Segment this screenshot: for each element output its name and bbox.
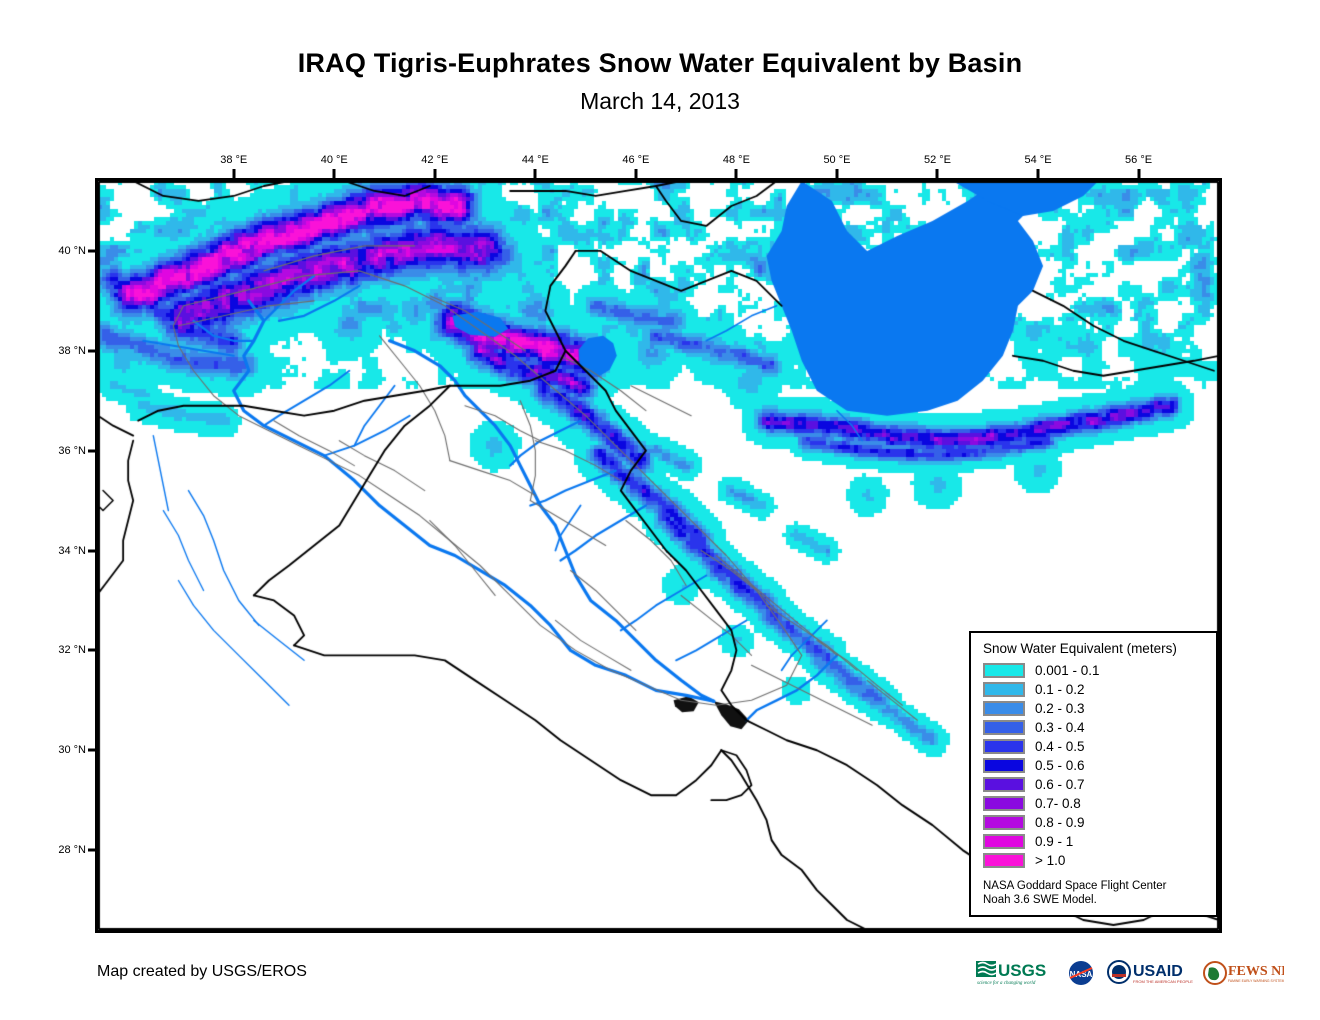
lon-tick-54 [1036,169,1040,178]
page-subtitle: March 14, 2013 [580,88,740,114]
legend-row: 0.1 - 0.2 [983,680,1206,699]
legend-row: 0.9 - 1 [983,832,1206,851]
lon-label-42: 42 °E [421,154,449,166]
lat-label-28: 28 °N [58,844,86,857]
lon-tick-40 [332,169,336,178]
legend-label: 0.6 - 0.7 [1035,777,1085,792]
svg-text:USAID: USAID [1133,963,1183,980]
legend-row: 0.5 - 0.6 [983,756,1206,775]
legend-panel: Snow Water Equivalent (meters) 0.001 - 0… [969,631,1218,918]
usaid-logo[interactable]: USAID FROM THE AMERICAN PEOPLE [1105,958,1193,988]
legend-label: 0.3 - 0.4 [1035,720,1085,735]
legend-swatch [983,815,1025,830]
lon-tick-52 [935,169,939,178]
svg-text:FROM THE AMERICAN PEOPLE: FROM THE AMERICAN PEOPLE [1133,979,1193,984]
lat-label-30: 30 °N [58,744,86,757]
lon-tick-46 [634,169,638,178]
lat-tick-38 [88,349,97,353]
legend-note-line-1: NASA Goddard Space Flight Center [983,880,1167,892]
nasa-logo[interactable]: NASA [1066,958,1096,988]
lon-label-46: 46 °E [622,154,650,166]
legend-swatch [983,739,1025,754]
legend-row: 0.6 - 0.7 [983,775,1206,794]
legend-row: 0.8 - 0.9 [983,813,1206,832]
legend-swatch [983,853,1025,868]
legend-swatch [983,720,1025,735]
legend-row: 0.4 - 0.5 [983,737,1206,756]
svg-text:USGS: USGS [998,961,1046,980]
lon-tick-56 [1137,169,1141,178]
lat-tick-30 [88,748,97,752]
lat-tick-32 [88,648,97,652]
lon-label-48: 48 °E [722,154,750,166]
lat-label-36: 36 °N [58,444,86,457]
lon-label-38: 38 °E [220,154,248,166]
legend-swatch [983,834,1025,849]
lon-tick-44 [533,169,537,178]
legend-title: Snow Water Equivalent (meters) [983,641,1177,656]
svg-text:FAMINE EARLY WARNING SYSTEMS N: FAMINE EARLY WARNING SYSTEMS NETWORK [1228,979,1284,983]
lon-label-54: 54 °E [1024,154,1052,166]
legend-row: 0.001 - 0.1 [983,661,1206,680]
lat-tick-34 [88,549,97,552]
legend-label: 0.9 - 1 [1035,834,1074,849]
lon-tick-50 [835,169,839,178]
lon-label-40: 40 °E [320,154,348,166]
lon-tick-48 [734,169,738,178]
nasa-logo-mark: NASA [1069,961,1093,985]
legend-source-note: NASA Goddard Space Flight Center Noah 3.… [983,879,1206,907]
legend-label: 0.5 - 0.6 [1035,758,1085,773]
legend-label: 0.001 - 0.1 [1035,663,1100,678]
legend-swatch [983,701,1025,716]
fewsnet-logo-mark: FEWS NETFAMINE EARLY WARNING SYSTEMS NET… [1203,961,1284,985]
fewsnet-logo[interactable]: FEWS NETFAMINE EARLY WARNING SYSTEMS NET… [1202,958,1284,988]
lon-label-44: 44 °E [521,154,549,166]
legend-label: 0.1 - 0.2 [1035,682,1085,697]
lat-tick-40 [88,249,97,253]
svg-text:science for a changing world: science for a changing world [977,981,1036,986]
lat-label-38: 38 °N [58,344,86,357]
logo-row: USGS science for a changing world NASA USAI… [975,957,1284,989]
usgs-logo[interactable]: USGS science for a changing world [975,958,1057,988]
lon-label-52: 52 °E [923,154,951,166]
legend-label: > 1.0 [1035,853,1066,868]
lat-tick-36 [88,449,97,453]
lon-label-56: 56 °E [1125,154,1153,166]
lat-label-34: 34 °N [58,544,86,557]
legend-entries: 0.001 - 0.1 0.1 - 0.2 0.2 - 0.3 0.3 - 0.4 0.… [983,661,1206,870]
legend-swatch [983,758,1025,773]
legend-note-line-2: Noah 3.6 SWE Model. [983,894,1097,907]
legend-row: > 1.0 [983,851,1206,870]
legend-label: 0.7- 0.8 [1035,796,1081,811]
legend-label: 0.2 - 0.3 [1035,701,1085,716]
legend-swatch [983,777,1025,792]
lat-tick-28 [88,848,97,852]
lon-tick-38 [232,169,236,178]
lat-label-32: 32 °N [58,644,86,657]
legend-swatch [983,796,1025,811]
legend-swatch [983,682,1025,697]
lon-label-50: 50 °E [823,154,851,166]
map-credit: Map created by USGS/EROS [97,963,307,980]
legend-swatch [983,663,1025,678]
legend-row: 0.3 - 0.4 [983,718,1206,737]
legend-row: 0.7- 0.8 [983,794,1206,813]
lon-tick-42 [433,169,437,178]
legend-label: 0.4 - 0.5 [1035,739,1085,754]
svg-text:FEWS NET: FEWS NET [1228,964,1284,979]
lat-label-40: 40 °N [58,244,86,257]
legend-row: 0.2 - 0.3 [983,699,1206,718]
svg-text:NASA: NASA [1070,970,1093,979]
page-title: IRAQ Tigris-Euphrates Snow Water Equival… [297,48,1023,78]
legend-label: 0.8 - 0.9 [1035,815,1085,830]
